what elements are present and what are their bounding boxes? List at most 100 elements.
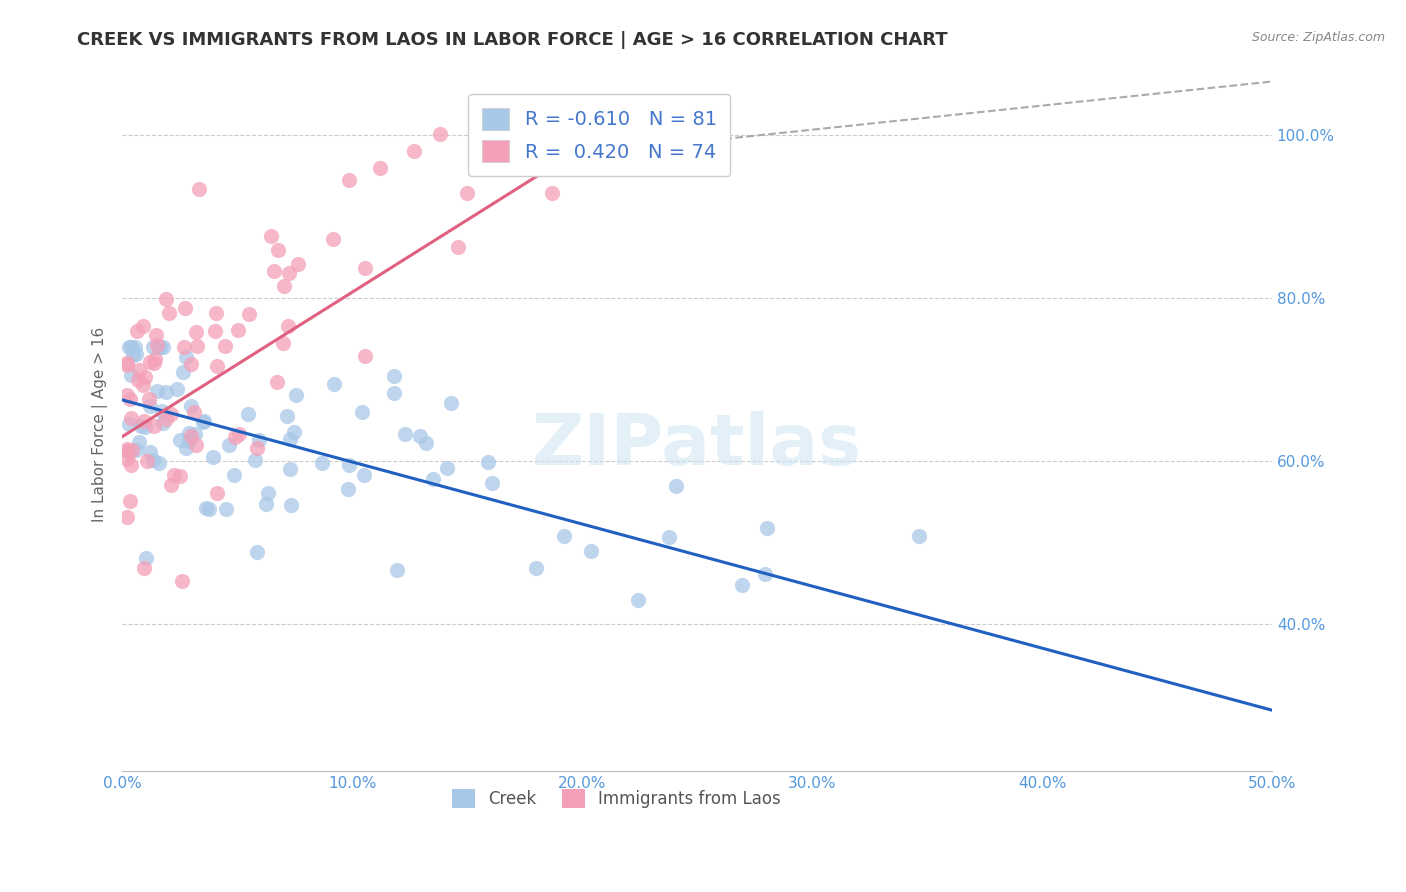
Point bbox=[148, 456, 170, 470]
Point bbox=[280, 498, 302, 512]
Point bbox=[115, 442, 138, 457]
Point bbox=[134, 369, 156, 384]
Point bbox=[169, 433, 191, 447]
Point bbox=[336, 482, 359, 496]
Point bbox=[118, 445, 141, 459]
Point bbox=[139, 355, 162, 369]
Point bbox=[142, 340, 165, 354]
Point bbox=[254, 498, 277, 512]
Point bbox=[143, 352, 166, 367]
Point bbox=[184, 438, 207, 452]
Point bbox=[339, 173, 361, 187]
Legend: Creek, Immigrants from Laos: Creek, Immigrants from Laos bbox=[446, 782, 787, 815]
Point bbox=[246, 442, 269, 456]
Point bbox=[115, 388, 138, 402]
Point bbox=[322, 232, 344, 246]
Point bbox=[266, 375, 288, 389]
Point bbox=[283, 425, 305, 439]
Point bbox=[118, 417, 141, 432]
Text: ZIPatlas: ZIPatlas bbox=[531, 410, 862, 480]
Point bbox=[287, 257, 309, 271]
Point bbox=[579, 544, 602, 558]
Point bbox=[382, 386, 405, 401]
Point bbox=[177, 425, 200, 440]
Point bbox=[183, 405, 205, 419]
Y-axis label: In Labor Force | Age > 16: In Labor Force | Age > 16 bbox=[93, 326, 108, 522]
Point bbox=[236, 407, 259, 421]
Point bbox=[139, 444, 162, 458]
Point bbox=[120, 411, 142, 425]
Point bbox=[142, 452, 165, 467]
Point bbox=[180, 399, 202, 413]
Point bbox=[170, 574, 193, 588]
Point bbox=[409, 429, 432, 443]
Point bbox=[128, 435, 150, 450]
Point bbox=[148, 340, 170, 354]
Point bbox=[183, 427, 205, 442]
Point bbox=[665, 479, 688, 493]
Point bbox=[155, 292, 177, 306]
Point bbox=[207, 486, 229, 500]
Point bbox=[429, 127, 451, 141]
Point bbox=[382, 368, 405, 383]
Point bbox=[394, 426, 416, 441]
Point bbox=[125, 347, 148, 361]
Point bbox=[115, 358, 138, 372]
Point bbox=[127, 373, 149, 387]
Point bbox=[125, 324, 148, 338]
Point bbox=[187, 182, 209, 196]
Point bbox=[267, 243, 290, 257]
Point bbox=[352, 405, 374, 419]
Point bbox=[256, 486, 278, 500]
Point bbox=[145, 338, 167, 352]
Point bbox=[174, 351, 197, 365]
Point bbox=[132, 561, 155, 575]
Point bbox=[238, 308, 260, 322]
Point bbox=[159, 407, 181, 421]
Point bbox=[155, 411, 177, 425]
Point bbox=[477, 454, 499, 468]
Point bbox=[197, 502, 219, 516]
Point bbox=[145, 384, 167, 399]
Point bbox=[121, 443, 143, 458]
Point bbox=[138, 392, 160, 407]
Point bbox=[278, 266, 301, 280]
Point bbox=[120, 458, 142, 472]
Point bbox=[115, 510, 138, 524]
Point bbox=[204, 324, 226, 338]
Point bbox=[285, 388, 308, 402]
Point bbox=[436, 461, 458, 475]
Point bbox=[115, 451, 138, 466]
Point bbox=[120, 368, 142, 382]
Point bbox=[149, 340, 172, 354]
Point bbox=[214, 339, 236, 353]
Point bbox=[440, 396, 463, 410]
Point bbox=[134, 414, 156, 428]
Point bbox=[139, 399, 162, 413]
Point bbox=[415, 436, 437, 450]
Point bbox=[731, 578, 754, 592]
Point bbox=[228, 427, 250, 442]
Point bbox=[135, 453, 157, 467]
Point bbox=[120, 340, 142, 354]
Point bbox=[754, 567, 776, 582]
Point bbox=[128, 362, 150, 376]
Point bbox=[278, 461, 301, 475]
Point bbox=[115, 356, 138, 370]
Point bbox=[658, 531, 681, 545]
Point bbox=[186, 338, 208, 352]
Point bbox=[118, 494, 141, 508]
Point bbox=[195, 501, 218, 516]
Point bbox=[132, 377, 155, 392]
Point bbox=[132, 318, 155, 333]
Point bbox=[271, 336, 294, 351]
Point bbox=[218, 438, 240, 452]
Point bbox=[155, 385, 177, 400]
Point bbox=[143, 356, 166, 370]
Point bbox=[184, 325, 207, 339]
Point bbox=[150, 403, 173, 417]
Point bbox=[259, 228, 281, 243]
Point bbox=[145, 328, 167, 343]
Text: CREEK VS IMMIGRANTS FROM LAOS IN LABOR FORCE | AGE > 16 CORRELATION CHART: CREEK VS IMMIGRANTS FROM LAOS IN LABOR F… bbox=[77, 31, 948, 49]
Point bbox=[157, 306, 180, 320]
